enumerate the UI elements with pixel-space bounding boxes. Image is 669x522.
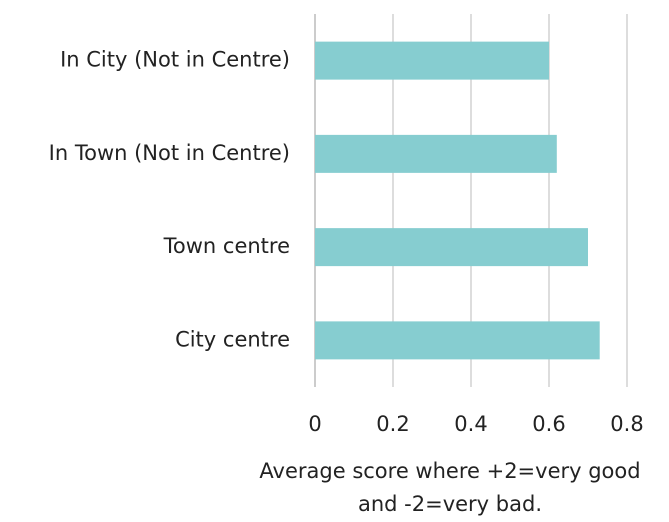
x-tick-label: 0.6	[532, 412, 565, 436]
x-axis-label: Average score where +2=very good	[259, 459, 640, 483]
x-tick-label: 0.8	[610, 412, 643, 436]
bar	[315, 134, 557, 173]
bar	[315, 228, 588, 267]
x-axis-label: and -2=very bad.	[358, 492, 542, 516]
y-tick-label: Town centre	[163, 234, 290, 258]
x-tick-label: 0	[308, 412, 321, 436]
y-tick-label: City centre	[175, 327, 290, 351]
y-tick-label: In City (Not in Centre)	[60, 48, 290, 72]
x-tick-label: 0.4	[454, 412, 487, 436]
bar	[315, 321, 600, 360]
x-tick-label: 0.2	[376, 412, 409, 436]
bar	[315, 41, 549, 80]
y-tick-label: In Town (Not in Centre)	[49, 141, 290, 165]
